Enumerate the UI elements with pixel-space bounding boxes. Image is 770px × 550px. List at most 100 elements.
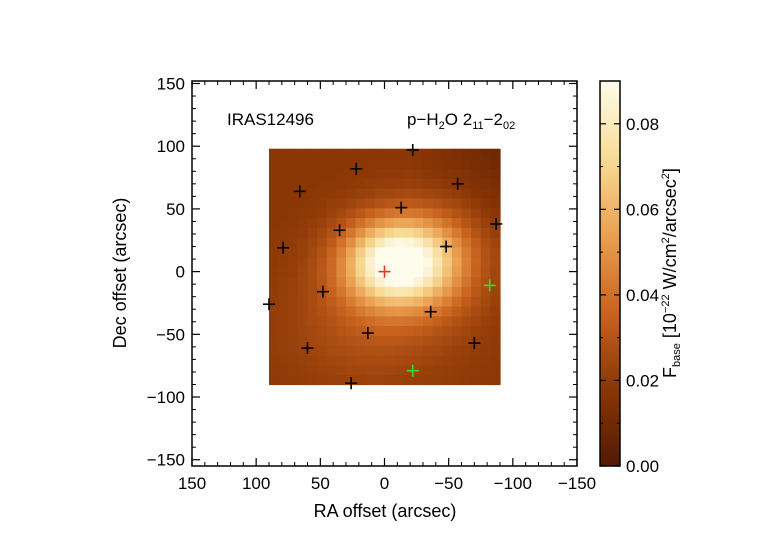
- heatmap-cell: [317, 178, 328, 189]
- plus-marker: [378, 265, 391, 278]
- heatmap-cell: [461, 256, 472, 268]
- heatmap-cell: [355, 256, 366, 268]
- heatmap-cell: [490, 315, 501, 327]
- heatmap-cell: [432, 256, 443, 268]
- heatmap-cell: [432, 158, 443, 169]
- heatmap-cell: [317, 335, 328, 346]
- heatmap-cell: [442, 168, 453, 179]
- heatmap-cell: [423, 345, 434, 356]
- heatmap-cell: [307, 276, 318, 287]
- heatmap-cell: [307, 178, 318, 189]
- heatmap-cell: [403, 286, 414, 297]
- plus-marker: [293, 185, 306, 198]
- heatmap-cell: [278, 266, 289, 278]
- heatmap-cell: [346, 148, 357, 160]
- y-axis-ticks: −150 −100 −50 0 50 100 150: [147, 75, 577, 470]
- heatmap-cell: [355, 345, 366, 356]
- heatmap-cell: [297, 315, 309, 327]
- heatmap-cell: [490, 188, 501, 199]
- plus-marker: [406, 143, 419, 156]
- heatmap-cell: [278, 335, 289, 346]
- heatmap-cell: [403, 266, 414, 278]
- heatmap-cell: [355, 227, 366, 238]
- heatmap-cell: [480, 286, 491, 297]
- heatmap-cell: [471, 266, 482, 278]
- heatmap-cell: [423, 246, 434, 258]
- heatmap-cell: [336, 266, 347, 278]
- heatmap-cell: [336, 178, 347, 189]
- heatmap-cell: [394, 296, 405, 307]
- heatmap-cell: [269, 374, 280, 386]
- heatmap-cell: [471, 345, 482, 356]
- heatmap-cell: [297, 345, 309, 356]
- heatmap-cell: [423, 158, 434, 169]
- heatmap-cell: [374, 276, 386, 287]
- heatmap-cell: [365, 188, 376, 199]
- heatmap-cell: [365, 168, 376, 179]
- heatmap-cell: [442, 355, 453, 366]
- heatmap-cell: [490, 305, 501, 317]
- heatmap-cell: [307, 227, 318, 238]
- heatmap-cell: [403, 197, 414, 209]
- heatmap-cell: [442, 315, 453, 327]
- heatmap-cell: [278, 178, 289, 189]
- heatmap-cell: [403, 256, 414, 268]
- heatmap-cell: [480, 158, 491, 169]
- panel-source-label: IRAS12496: [227, 110, 314, 129]
- heatmap-cell: [471, 158, 482, 169]
- heatmap-cell: [288, 148, 299, 160]
- heatmap-cell: [480, 305, 491, 317]
- heatmap-cell: [413, 158, 424, 169]
- heatmap-cell: [490, 237, 501, 248]
- heatmap-cell: [442, 178, 453, 189]
- heatmap-cell: [490, 197, 501, 209]
- heatmap-cell: [278, 345, 289, 356]
- heatmap-cell: [451, 188, 463, 199]
- heatmap-cell: [423, 178, 434, 189]
- heatmap-cell: [307, 325, 318, 336]
- heatmap-cell: [461, 178, 472, 189]
- heatmap-cell: [403, 315, 414, 327]
- heatmap-cell: [394, 364, 405, 376]
- heatmap-cell: [451, 197, 463, 209]
- heatmap-cell: [423, 256, 434, 268]
- heatmap-cell: [365, 364, 376, 376]
- heatmap-cell: [423, 266, 434, 278]
- heatmap-cell: [374, 345, 386, 356]
- heatmap-cell: [269, 148, 280, 160]
- heatmap-cell: [355, 148, 366, 160]
- heatmap-cell: [403, 158, 414, 169]
- heatmap-cell: [278, 256, 289, 268]
- heatmap-cell: [451, 158, 463, 169]
- heatmap-cell: [471, 364, 482, 376]
- heatmap-cell: [288, 207, 299, 219]
- heatmap-cell: [490, 276, 501, 287]
- heatmap-cell: [374, 296, 386, 307]
- heatmap-cell: [423, 335, 434, 346]
- heatmap-cell: [394, 237, 405, 248]
- y-tick-label: −150: [147, 451, 185, 470]
- heatmap-cell: [480, 178, 491, 189]
- heatmap-cell: [403, 168, 414, 179]
- heatmap-cell: [365, 246, 376, 258]
- heatmap-cell: [451, 315, 463, 327]
- heatmap-cell: [423, 374, 434, 386]
- heatmap-cell: [278, 227, 289, 238]
- heatmap-cell: [297, 188, 309, 199]
- heatmap-cell: [471, 237, 482, 248]
- plus-marker: [395, 201, 408, 214]
- x-axis-ticks: 150 100 50 0 −50 −100 −150: [178, 81, 596, 493]
- heatmap-cell: [355, 374, 366, 386]
- heatmap-cell: [297, 237, 309, 248]
- heatmap-cell: [384, 227, 395, 238]
- heatmap-cell: [326, 345, 337, 356]
- heatmap-cell: [355, 355, 366, 366]
- heatmap-cell: [297, 325, 309, 336]
- heatmap-cell: [490, 266, 501, 278]
- heatmap-cell: [423, 227, 434, 238]
- heatmap-cell: [432, 364, 443, 376]
- heatmap-cell: [461, 305, 472, 317]
- heatmap-cell: [461, 286, 472, 297]
- heatmap-cell: [269, 246, 280, 258]
- heatmap-cell: [346, 355, 357, 366]
